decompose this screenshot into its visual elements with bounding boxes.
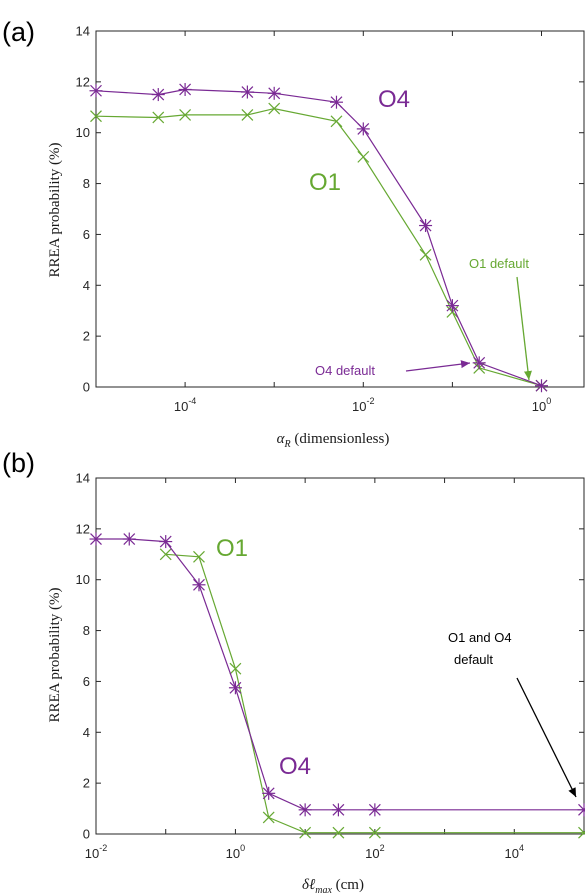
data-point-o1	[578, 826, 585, 839]
data-point-o4	[262, 786, 276, 800]
panel-b: (b) 10-2 100 102 104 0 2 4 6 8 10 12 14 δℓmax (cm)…	[2, 448, 585, 895]
data-point-o4	[89, 532, 103, 546]
data-point-o4	[192, 578, 206, 592]
panel-a-o1-label: O1	[309, 169, 341, 196]
y-tick-label: 2	[83, 776, 90, 791]
data-point-o4	[419, 219, 433, 233]
panel-label-b: (b)	[2, 448, 35, 478]
panel-b-default-arrow	[516, 677, 577, 798]
data-point-o4	[331, 803, 345, 817]
panel-b-y-ticks: 0 2 4 6 8 10 12 14	[76, 471, 584, 842]
series-line-o1	[165, 553, 584, 834]
x-tick-label: 102	[365, 843, 384, 861]
data-point-o4	[151, 88, 165, 102]
panel-a-o1-default-arrow	[516, 276, 532, 381]
y-tick-label: 8	[83, 623, 90, 638]
y-tick-label: 12	[76, 74, 90, 89]
y-tick-label: 2	[83, 329, 90, 344]
x-tick-label: 100	[226, 843, 245, 861]
panel-a-x-ticks: 10-4 10-2 100	[95, 31, 551, 414]
series-line-o4	[95, 88, 542, 387]
series-line-o4	[96, 538, 584, 811]
data-point-o4	[159, 535, 173, 549]
series-line-o1	[95, 107, 542, 387]
plot-frame	[95, 30, 585, 388]
panel-b-x-axis-label: δℓmax (cm)	[302, 877, 364, 895]
panel-b-series	[89, 532, 585, 839]
panel-b-default-label-line1: O1 and O4	[448, 630, 512, 645]
y-tick-label: 4	[83, 278, 90, 293]
y-tick-label: 8	[83, 176, 90, 191]
data-point-o4	[89, 84, 103, 98]
panel-b-o4-label: O4	[279, 753, 311, 780]
data-point-o4	[240, 85, 254, 99]
data-point-o1	[332, 826, 345, 839]
panel-a-series	[89, 82, 548, 393]
data-point-o4	[534, 379, 548, 393]
panel-a-x-axis-label: αR (dimensionless)	[277, 431, 390, 450]
data-point-o1	[419, 248, 432, 261]
data-point-o1	[262, 811, 275, 824]
panel-b-default-label-line2: default	[454, 652, 493, 667]
x-tick-label: 100	[532, 396, 551, 414]
data-point-o1	[159, 548, 172, 561]
data-point-o4	[228, 681, 242, 695]
panel-label-a: (a)	[2, 17, 35, 47]
data-point-o1	[330, 115, 343, 128]
panel-a-o1-default-label: O1 default	[469, 256, 529, 271]
data-point-o1	[90, 110, 102, 123]
data-point-o1	[229, 662, 242, 675]
plot-frame	[95, 477, 585, 835]
panel-a-o4-default-label: O4 default	[315, 363, 375, 378]
panel-a-o4-label: O4	[378, 86, 410, 113]
panel-a-o4-default-arrow	[405, 360, 471, 372]
data-point-o4	[356, 122, 370, 136]
y-tick-label: 4	[83, 725, 90, 740]
data-point-o1	[193, 550, 205, 563]
panel-a: (a) 10-4 10-2 100 0 2 4 6 8 10 12 14 αR (dimensio…	[2, 17, 585, 450]
data-point-o1	[299, 826, 312, 839]
data-point-o4	[577, 803, 585, 817]
y-tick-label: 6	[83, 227, 90, 242]
data-point-o1	[241, 108, 254, 121]
x-tick-label: 10-2	[352, 396, 374, 414]
data-point-o4	[298, 803, 312, 817]
y-tick-label: 0	[83, 827, 90, 842]
data-point-o4	[445, 299, 459, 313]
x-tick-label: 10-2	[85, 843, 107, 861]
data-point-o4	[472, 356, 486, 370]
y-tick-label: 14	[76, 471, 90, 486]
panel-b-axes	[95, 477, 585, 835]
panel-b-o1-label: O1	[216, 535, 248, 562]
panel-b-x-ticks: 10-2 100 102 104	[85, 478, 585, 861]
data-point-o1	[152, 111, 165, 124]
y-tick-label: 14	[76, 24, 90, 39]
y-tick-label: 10	[76, 125, 90, 140]
y-tick-label: 12	[76, 521, 90, 536]
x-tick-label: 104	[505, 843, 524, 861]
panel-a-y-ticks: 0 2 4 6 8 10 12 14	[76, 24, 584, 395]
data-point-o4	[329, 95, 343, 109]
data-point-o1	[357, 150, 370, 163]
data-point-o1	[179, 108, 192, 121]
data-point-o1	[368, 826, 381, 839]
x-tick-label: 10-4	[174, 396, 196, 414]
data-point-o4	[267, 86, 281, 100]
panel-a-axes	[95, 30, 585, 388]
data-point-o1	[268, 102, 281, 115]
y-tick-label: 10	[76, 572, 90, 587]
panel-a-y-axis-label: RREA probability (%)	[47, 143, 63, 278]
data-point-o4	[178, 82, 192, 96]
y-tick-label: 6	[83, 674, 90, 689]
y-tick-label: 0	[83, 380, 90, 395]
data-point-o4	[122, 532, 136, 546]
panel-b-y-axis-label: RREA probability (%)	[47, 588, 63, 723]
data-point-o4	[368, 803, 382, 817]
